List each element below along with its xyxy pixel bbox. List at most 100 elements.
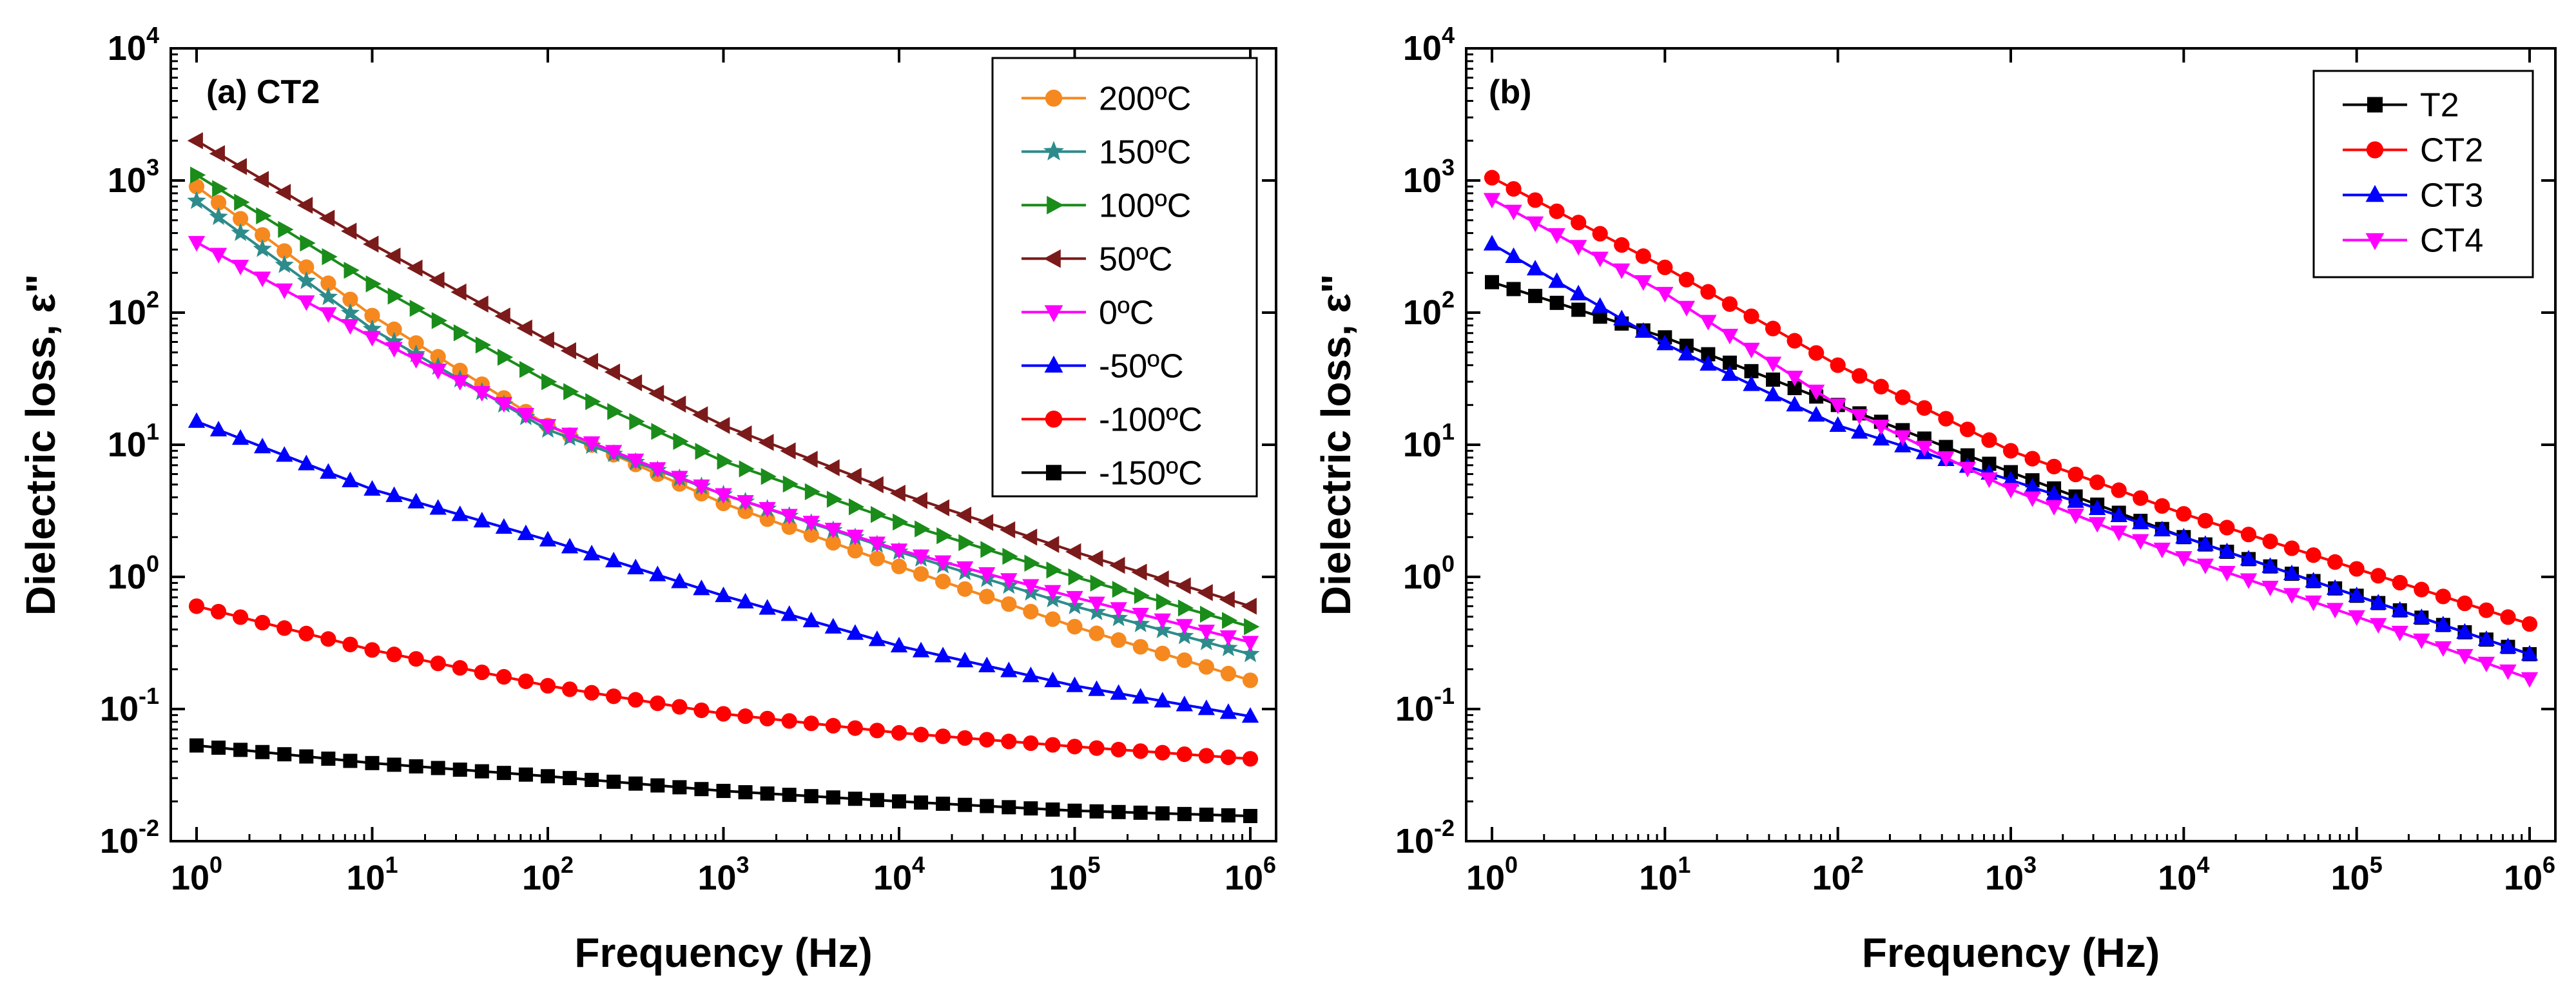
x-tick-label: 100 <box>171 851 222 897</box>
data-point <box>1002 800 1016 815</box>
data-point <box>978 656 996 672</box>
data-point <box>2261 557 2279 573</box>
data-point <box>847 720 863 736</box>
data-point <box>1089 804 1104 819</box>
data-point <box>1634 275 1652 291</box>
y-tick-label: 101 <box>108 418 159 464</box>
data-point <box>1067 739 1083 755</box>
legend-marker <box>1047 195 1064 215</box>
data-point <box>1526 216 1544 232</box>
data-point <box>979 588 995 605</box>
data-point <box>673 433 689 450</box>
data-point <box>2196 558 2214 574</box>
data-point <box>1068 568 1084 586</box>
data-point <box>628 692 644 708</box>
data-point <box>276 446 293 462</box>
data-point <box>277 747 292 762</box>
legend-label: 100ºC <box>1099 187 1191 224</box>
data-point <box>1002 547 1018 565</box>
data-point <box>231 158 247 175</box>
data-point <box>934 647 952 663</box>
data-point <box>1112 581 1128 598</box>
data-point <box>933 499 950 517</box>
data-point <box>2457 595 2473 612</box>
data-point <box>385 486 403 502</box>
data-point <box>362 319 382 338</box>
data-point <box>2305 595 2322 612</box>
data-point <box>2046 458 2062 474</box>
y-axis-label: Dielectric loss, ε" <box>1313 274 1359 616</box>
data-point <box>1787 381 1802 396</box>
data-point <box>385 342 403 358</box>
data-point <box>1045 611 1061 627</box>
data-point <box>2261 580 2279 597</box>
data-point <box>516 319 532 337</box>
data-point <box>670 395 686 413</box>
data-point <box>1155 806 1170 821</box>
data-point <box>1222 612 1238 629</box>
data-point <box>607 403 623 420</box>
data-point <box>231 259 249 276</box>
data-point <box>1591 297 1609 313</box>
legend: 200ºC 150ºC 100ºC 50ºC 0ºC -50ºC -100ºC -150ºC <box>991 57 1258 498</box>
data-point <box>1242 751 1259 767</box>
data-point <box>1156 593 1172 610</box>
data-point <box>298 625 315 641</box>
legend-label: CT3 <box>2420 177 2483 215</box>
data-point <box>760 467 777 485</box>
data-point <box>496 766 511 781</box>
data-point <box>1066 676 1083 692</box>
data-point <box>452 763 467 777</box>
x-tick-label: 105 <box>2331 851 2383 897</box>
data-point <box>957 581 973 597</box>
legend-label: -150ºC <box>1099 454 1203 492</box>
data-point <box>1154 645 1170 661</box>
data-point <box>2153 542 2171 559</box>
data-point <box>2045 485 2063 501</box>
data-point <box>738 785 753 800</box>
data-point <box>780 442 796 460</box>
data-point <box>1241 598 1257 615</box>
data-point <box>517 524 535 540</box>
data-point <box>629 413 645 431</box>
data-point <box>2326 579 2344 595</box>
data-point <box>1154 744 1170 761</box>
data-point <box>782 475 799 493</box>
data-point <box>2521 645 2539 661</box>
data-point <box>1045 737 1061 753</box>
data-point <box>472 295 489 313</box>
data-point <box>715 488 732 504</box>
data-point <box>1176 652 1192 668</box>
data-point <box>869 723 886 739</box>
data-point <box>1176 619 1194 635</box>
data-point <box>1022 529 1038 546</box>
data-point <box>386 321 402 337</box>
data-point <box>935 574 951 590</box>
data-point <box>1087 550 1103 567</box>
series-1 <box>1484 170 2538 632</box>
data-point <box>1764 356 1782 373</box>
data-point <box>431 761 445 775</box>
data-point <box>209 145 225 162</box>
data-point <box>979 732 995 748</box>
data-point <box>321 752 336 766</box>
data-point <box>1243 808 1257 823</box>
data-point <box>650 695 666 712</box>
data-point <box>209 248 228 264</box>
data-point <box>869 550 886 567</box>
data-point <box>2111 482 2127 498</box>
data-point <box>386 647 402 663</box>
data-point <box>384 331 404 350</box>
y-tick-label: 102 <box>108 286 159 332</box>
data-point <box>583 436 601 452</box>
data-point <box>518 767 533 782</box>
data-point <box>2391 625 2408 642</box>
data-point <box>344 262 360 279</box>
legend-label: 50ºC <box>1099 240 1172 278</box>
data-point <box>363 235 379 253</box>
data-point <box>2500 609 2516 625</box>
legend-marker <box>2365 233 2385 251</box>
data-point <box>1678 300 1696 316</box>
data-point <box>1528 289 1543 304</box>
legend-marker <box>1044 355 1063 373</box>
